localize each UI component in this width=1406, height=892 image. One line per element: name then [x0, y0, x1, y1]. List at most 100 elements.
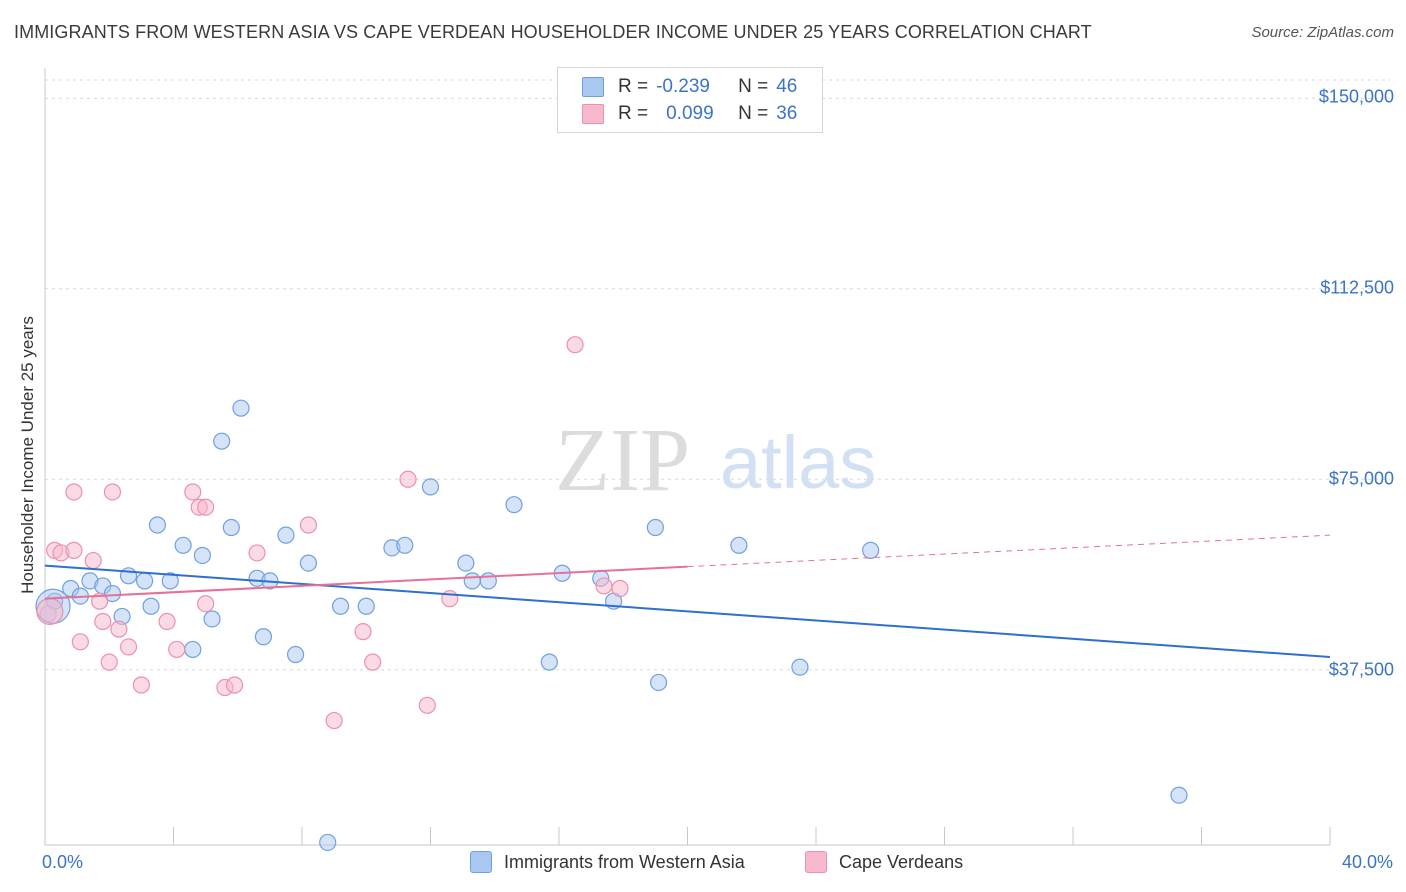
point-cape-verdean [595, 577, 613, 595]
n-label: N = [738, 103, 769, 124]
point-western-asia [357, 597, 375, 615]
trend-line-cape-verdeans-projection [687, 534, 1331, 568]
chart-title: IMMIGRANTS FROM WESTERN ASIA VS CAPE VER… [14, 22, 1092, 42]
y-tick-label: $112,500 [1320, 277, 1394, 298]
point-western-asia [203, 610, 221, 628]
x-tick-label: 40.0% [1341, 852, 1393, 872]
legend-label: Cape Verdeans [839, 851, 964, 872]
point-cape-verdean [110, 620, 128, 638]
x-tick-label: 0.0% [42, 852, 84, 872]
n-value: 36 [776, 103, 798, 124]
point-western-asia [174, 536, 192, 554]
point-western-asia [479, 572, 497, 590]
point-western-asia [319, 833, 337, 852]
point-western-asia [277, 526, 295, 544]
point-western-asia [135, 572, 154, 590]
point-western-asia [1170, 786, 1188, 804]
point-cape-verdean [248, 544, 266, 562]
point-cape-verdean [299, 516, 318, 534]
legend-swatch [582, 104, 604, 124]
r-label: R = [618, 76, 649, 97]
n-value: 46 [776, 76, 798, 97]
point-western-asia [222, 518, 240, 537]
point-western-asia [193, 546, 212, 565]
source-credit: Source: ZipAtlas.com [1251, 24, 1394, 41]
n-label: N = [738, 76, 769, 97]
stats-legend: R = -0.239 N = 46 R = 0.099 N = 36 [557, 67, 823, 133]
legend-label: Immigrants from Western Asia [504, 851, 745, 872]
point-cape-verdean [418, 696, 436, 714]
point-western-asia [791, 658, 809, 676]
watermark: ZIP atlas [555, 411, 876, 510]
y-axis-label: Householder Income Under 25 years [18, 316, 37, 594]
series-legend: Immigrants from Western Asia Cape Verdea… [0, 851, 1406, 879]
point-western-asia [505, 496, 523, 514]
axes [44, 68, 1331, 846]
point-western-asia [396, 536, 414, 554]
point-western-asia [184, 640, 202, 659]
point-cape-verdean [71, 633, 89, 651]
r-value: -0.239 [656, 76, 710, 97]
trend-line-western-asia [44, 564, 1331, 659]
point-cape-verdean [94, 612, 112, 631]
point-cape-verdean [354, 623, 372, 641]
trend-line-cape-verdeans [44, 565, 688, 600]
watermark-atlas: atlas [720, 421, 876, 504]
point-western-asia [232, 399, 250, 417]
point-cape-verdean [197, 498, 215, 516]
point-cape-verdean [158, 612, 176, 631]
point-cape-verdean [132, 676, 150, 694]
legend-swatch [805, 851, 827, 873]
point-western-asia [649, 673, 668, 692]
point-cape-verdean [225, 676, 244, 694]
point-western-asia [457, 554, 475, 572]
point-cape-verdean [566, 336, 584, 354]
point-western-asia [286, 645, 305, 664]
y-tick-label: $37,500 [1328, 659, 1394, 680]
legend-item-western-asia[interactable]: Immigrants from Western Asia [470, 851, 745, 873]
legend-swatch [582, 77, 604, 97]
point-cape-verdean [119, 638, 138, 656]
legend-row-western-asia: R = -0.239 N = 46 [582, 76, 797, 98]
watermark-zip: ZIP [555, 411, 690, 510]
point-western-asia [331, 597, 350, 615]
data-points [35, 336, 1188, 852]
point-cape-verdean [91, 592, 109, 610]
point-cape-verdean [84, 551, 102, 570]
point-western-asia [299, 554, 318, 572]
point-western-asia [161, 572, 179, 590]
point-western-asia [646, 518, 664, 537]
point-cape-verdean [184, 483, 202, 501]
point-western-asia [730, 536, 748, 554]
point-cape-verdean [65, 541, 83, 559]
y-tick-label: $75,000 [1328, 468, 1394, 489]
point-cape-verdean [65, 483, 83, 501]
point-cape-verdean [197, 595, 215, 613]
point-cape-verdean [399, 470, 417, 488]
point-western-asia [463, 572, 481, 590]
point-western-asia [213, 432, 231, 450]
r-value: 0.099 [666, 103, 714, 124]
point-western-asia [148, 516, 167, 534]
point-western-asia [862, 541, 880, 559]
point-cape-verdean [364, 653, 382, 671]
legend-row-cape-verdeans: R = 0.099 N = 36 [582, 103, 797, 125]
point-western-asia [421, 478, 440, 496]
point-cape-verdean [36, 597, 64, 625]
legend-swatch [470, 851, 492, 873]
point-cape-verdean [168, 640, 186, 659]
r-label: R = [618, 103, 649, 124]
point-western-asia [540, 653, 558, 671]
point-cape-verdean [325, 711, 343, 730]
point-cape-verdean [100, 653, 118, 671]
trend-lines [44, 534, 1331, 659]
point-western-asia [103, 584, 122, 603]
y-tick-label: $150,000 [1318, 86, 1394, 107]
point-cape-verdean [103, 483, 122, 501]
grid-lines [45, 79, 1390, 671]
point-western-asia [142, 597, 160, 615]
legend-item-cape-verdeans[interactable]: Cape Verdeans [805, 851, 963, 873]
point-western-asia [254, 628, 273, 646]
point-cape-verdean [611, 579, 629, 598]
